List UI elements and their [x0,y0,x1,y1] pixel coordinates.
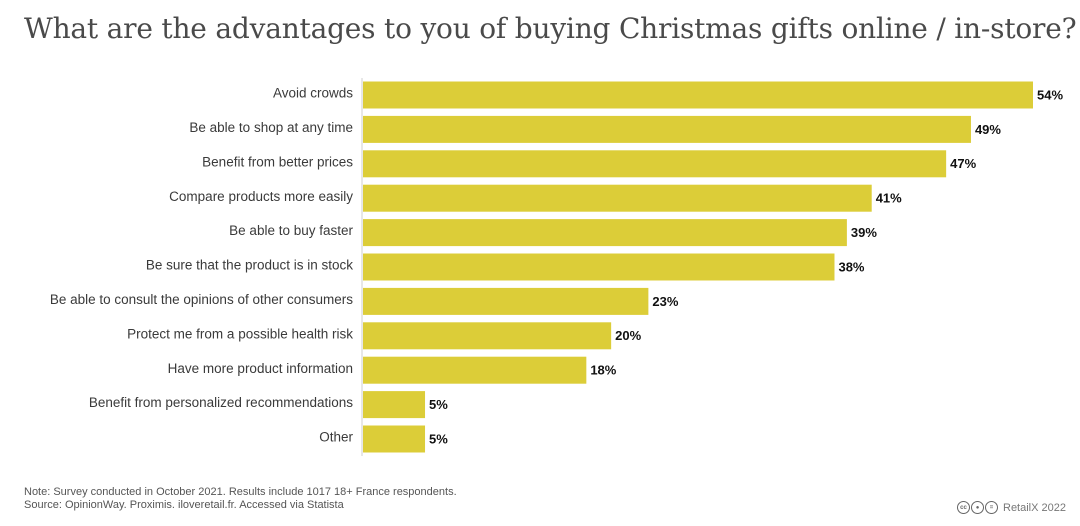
bar [363,184,872,212]
category-label: Be able to buy faster [229,223,353,238]
category-label: Benefit from better prices [202,154,353,169]
category-label: Be able to shop at any time [189,120,353,135]
chart-title: What are the advantages to you of buying… [24,12,1077,45]
category-label: Compare products more easily [169,189,353,204]
footnote: Note: Survey conducted in October 2021. … [24,486,457,512]
category-label: Be sure that the product is in stock [146,258,353,273]
bar [363,356,587,384]
category-label: Avoid crowds [273,86,353,101]
bar [363,150,947,178]
value-label: 5% [429,431,448,446]
cc-icon: cc [957,501,970,514]
license-icons: cc ● = [957,501,998,514]
value-label: 20% [615,328,641,343]
category-label: Be able to consult the opinions of other… [50,292,353,307]
credit: cc ● = RetailX 2022 [957,501,1066,514]
bar [363,391,426,419]
value-label: 49% [975,122,1001,137]
survey-note: Note: Survey conducted in October 2021. … [24,486,457,498]
credit-text: RetailX 2022 [1003,501,1066,514]
bar [363,219,847,247]
value-label: 38% [838,259,864,274]
value-label: 47% [950,156,976,171]
value-label: 18% [590,363,616,378]
value-label: 54% [1037,87,1063,102]
category-label: Other [319,430,353,445]
source-note: Source: OpinionWay. Proximis. iloveretai… [24,499,344,511]
bar [363,81,1033,109]
value-label: 5% [429,397,448,412]
bar [363,253,835,281]
bar [363,322,612,350]
category-label: Protect me from a possible health risk [127,326,353,341]
value-label: 23% [652,294,678,309]
value-label: 39% [851,225,877,240]
nd-icon: = [985,501,998,514]
value-label: 41% [876,191,902,206]
bar [363,115,971,143]
bar [363,287,649,315]
bar [363,425,426,453]
by-icon: ● [971,501,984,514]
category-label: Have more product information [168,361,353,376]
category-label: Benefit from personalized recommendation… [89,395,353,410]
